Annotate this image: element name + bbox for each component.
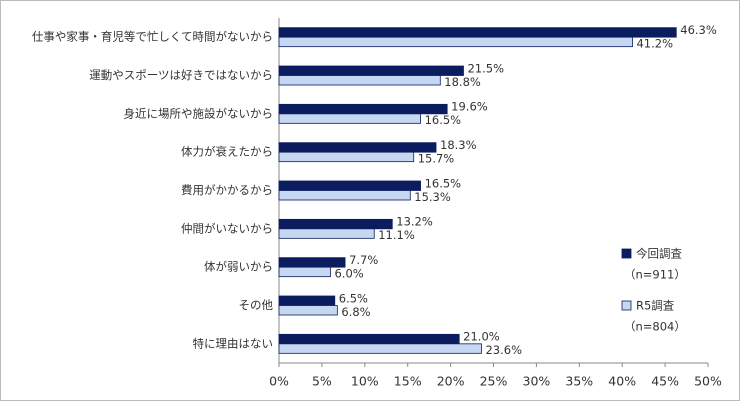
value-label: 41.2%	[636, 36, 673, 50]
x-tick-label: 50%	[694, 374, 722, 389]
bar	[278, 228, 375, 239]
legend-note: （n=911）	[624, 268, 686, 282]
x-tick-label: 45%	[651, 374, 679, 389]
bar	[278, 75, 441, 86]
bar	[278, 343, 482, 354]
bar	[278, 295, 336, 306]
x-tick-label: 15%	[394, 374, 422, 389]
x-tick-label: 30%	[523, 374, 551, 389]
value-label: 21.0%	[463, 330, 500, 344]
bar	[278, 218, 393, 230]
value-label: 13.2%	[396, 215, 433, 229]
legend-label: 今回調査	[636, 247, 682, 261]
x-tick-label: 10%	[351, 374, 379, 389]
legend-swatch	[621, 300, 632, 311]
bar	[278, 142, 437, 153]
bar	[278, 36, 633, 48]
bar	[278, 180, 421, 191]
category-label: その他	[239, 298, 274, 312]
category-label: 体力が衰えたから	[181, 145, 273, 159]
bar	[278, 305, 338, 316]
value-label: 6.8%	[341, 305, 370, 319]
category-label: 体が弱いから	[204, 260, 273, 274]
category-label: 費用がかかるから	[181, 183, 273, 197]
value-label: 23.6%	[485, 343, 522, 357]
category-label: 運動やスポーツは好きではないから	[89, 68, 273, 82]
x-tick-label: 5%	[312, 374, 332, 389]
x-tick-label: 40%	[608, 374, 636, 389]
category-label: 仕事や家事・育児等で忙しくて時間がないから	[32, 30, 273, 44]
value-label: 15.3%	[414, 190, 451, 204]
value-label: 6.0%	[334, 266, 363, 280]
bar	[278, 333, 460, 345]
x-tick-label: 35%	[565, 374, 593, 389]
legend-swatch	[621, 248, 632, 259]
category-label: 特に理由はない	[193, 336, 274, 350]
value-label: 7.7%	[349, 253, 378, 267]
value-label: 18.3%	[440, 138, 477, 152]
category-label: 身近に場所や施設がないから	[124, 106, 274, 120]
bar	[278, 27, 677, 38]
value-label: 21.5%	[467, 61, 504, 75]
value-label: 16.5%	[425, 176, 462, 190]
value-label: 6.5%	[339, 291, 368, 305]
bar	[278, 113, 421, 124]
bar	[278, 103, 448, 115]
x-tick-label: 0%	[269, 374, 289, 389]
x-tick-label: 25%	[480, 374, 508, 389]
value-label: 11.1%	[378, 228, 415, 242]
value-label: 46.3%	[680, 23, 717, 37]
category-label: 仲間がいないから	[181, 221, 273, 235]
bar	[278, 151, 415, 163]
x-tick-label: 20%	[437, 374, 465, 389]
bar	[278, 65, 464, 76]
legend-note: （n=804）	[624, 320, 686, 334]
legend-label: R5調査	[636, 299, 675, 313]
bar	[278, 266, 331, 278]
value-label: 15.7%	[418, 151, 455, 165]
value-label: 19.6%	[451, 100, 488, 114]
bar	[278, 190, 411, 201]
value-label: 16.5%	[425, 113, 462, 127]
value-label: 18.8%	[444, 75, 481, 89]
